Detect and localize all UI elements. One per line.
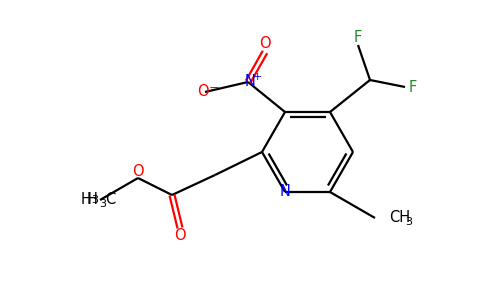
Text: F: F (409, 80, 417, 94)
Text: N: N (280, 184, 290, 200)
Text: −: − (209, 82, 220, 94)
Text: 3: 3 (405, 217, 412, 227)
Text: 3: 3 (91, 195, 98, 205)
Text: CH: CH (389, 211, 410, 226)
Text: F: F (354, 29, 362, 44)
Text: +: + (252, 72, 262, 82)
Text: C: C (105, 193, 115, 208)
Text: H: H (81, 193, 92, 208)
Text: 3: 3 (100, 199, 106, 209)
Text: O: O (174, 229, 186, 244)
Text: N: N (244, 74, 256, 89)
Text: O: O (132, 164, 144, 179)
Text: H: H (87, 193, 98, 208)
Text: O: O (197, 83, 209, 98)
Text: O: O (259, 35, 271, 50)
